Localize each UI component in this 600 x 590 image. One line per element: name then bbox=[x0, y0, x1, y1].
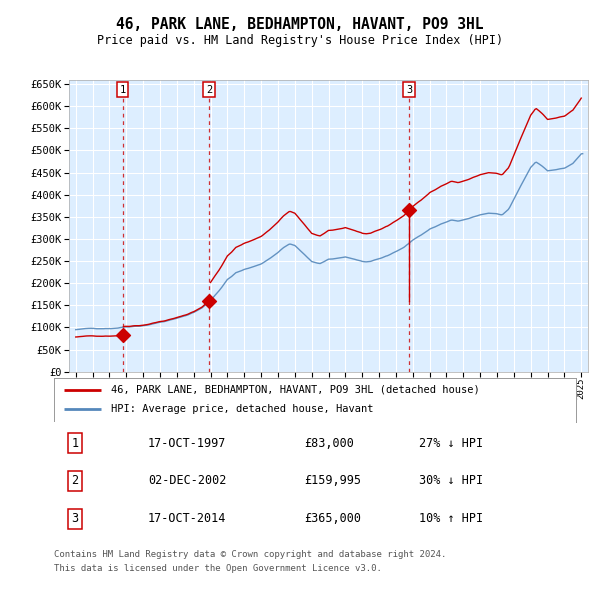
Text: HPI: Average price, detached house, Havant: HPI: Average price, detached house, Hava… bbox=[112, 405, 374, 414]
Text: 46, PARK LANE, BEDHAMPTON, HAVANT, PO9 3HL (detached house): 46, PARK LANE, BEDHAMPTON, HAVANT, PO9 3… bbox=[112, 385, 480, 395]
Point bbox=[404, 205, 414, 215]
Text: 1: 1 bbox=[119, 85, 126, 95]
Text: 46, PARK LANE, BEDHAMPTON, HAVANT, PO9 3HL: 46, PARK LANE, BEDHAMPTON, HAVANT, PO9 3… bbox=[116, 17, 484, 32]
Point bbox=[118, 330, 128, 340]
Point bbox=[205, 296, 214, 306]
Text: £83,000: £83,000 bbox=[305, 437, 355, 450]
Text: 27% ↓ HPI: 27% ↓ HPI bbox=[419, 437, 484, 450]
Text: 2: 2 bbox=[206, 85, 212, 95]
Text: This data is licensed under the Open Government Licence v3.0.: This data is licensed under the Open Gov… bbox=[54, 564, 382, 573]
Text: £365,000: £365,000 bbox=[305, 512, 362, 525]
Text: 30% ↓ HPI: 30% ↓ HPI bbox=[419, 474, 484, 487]
Text: Contains HM Land Registry data © Crown copyright and database right 2024.: Contains HM Land Registry data © Crown c… bbox=[54, 550, 446, 559]
Text: 1: 1 bbox=[71, 437, 79, 450]
Text: 10% ↑ HPI: 10% ↑ HPI bbox=[419, 512, 484, 525]
Text: 3: 3 bbox=[406, 85, 412, 95]
Text: Price paid vs. HM Land Registry's House Price Index (HPI): Price paid vs. HM Land Registry's House … bbox=[97, 34, 503, 47]
Text: £159,995: £159,995 bbox=[305, 474, 362, 487]
Text: 17-OCT-1997: 17-OCT-1997 bbox=[148, 437, 226, 450]
Text: 02-DEC-2002: 02-DEC-2002 bbox=[148, 474, 226, 487]
Text: 17-OCT-2014: 17-OCT-2014 bbox=[148, 512, 226, 525]
Text: 3: 3 bbox=[71, 512, 79, 525]
Text: 2: 2 bbox=[71, 474, 79, 487]
